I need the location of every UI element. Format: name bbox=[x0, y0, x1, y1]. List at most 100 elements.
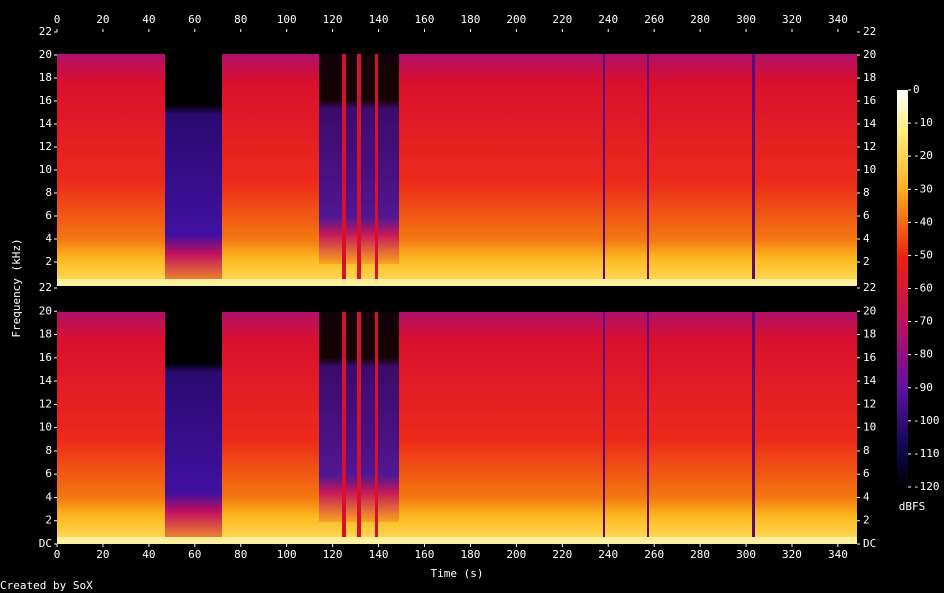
y-tick-label: 22 bbox=[39, 25, 52, 38]
y-tick-label: 18 bbox=[39, 71, 52, 84]
x-tick-label: 160 bbox=[415, 548, 435, 561]
colorbar-tick-label: -40 bbox=[913, 215, 933, 228]
y-tick-label: 16 bbox=[39, 94, 52, 107]
x-tick-label: 40 bbox=[142, 548, 155, 561]
colorbar-tick-label: -20 bbox=[913, 149, 933, 162]
y-tick-label: 12 bbox=[39, 397, 52, 410]
x-tick-label: 300 bbox=[736, 13, 756, 26]
y-tick-label: 16 bbox=[39, 351, 52, 364]
x-tick-label: 180 bbox=[460, 548, 480, 561]
colorbar-tick-label: -120 bbox=[913, 480, 940, 493]
x-tick-label: 260 bbox=[644, 548, 664, 561]
colorbar-tick-label: -90 bbox=[913, 381, 933, 394]
x-tick-label: 180 bbox=[460, 13, 480, 26]
colorbar-tick-label: -80 bbox=[913, 348, 933, 361]
y-tick-label: 18 bbox=[863, 71, 876, 84]
y-tick-label: 12 bbox=[39, 140, 52, 153]
y-tick-label: 20 bbox=[39, 304, 52, 317]
y-tick-label: 10 bbox=[39, 421, 52, 434]
x-tick-label: 300 bbox=[736, 548, 756, 561]
x-tick-label: 120 bbox=[323, 548, 343, 561]
y-tick-label: 6 bbox=[863, 209, 870, 222]
colorbar-tick-label: -60 bbox=[913, 282, 933, 295]
x-tick-label: 100 bbox=[277, 548, 297, 561]
y-tick-label: 2 bbox=[863, 255, 870, 268]
x-tick-label: 100 bbox=[277, 13, 297, 26]
x-tick-label: 160 bbox=[415, 13, 435, 26]
colorbar-tick-label: -70 bbox=[913, 315, 933, 328]
y-tick-label: 10 bbox=[863, 421, 876, 434]
y-tick-label: 22 bbox=[39, 281, 52, 294]
colorbar-tick-label: -100 bbox=[913, 414, 940, 427]
y-tick-label: 18 bbox=[863, 328, 876, 341]
y-tick-label: 10 bbox=[39, 163, 52, 176]
x-tick-label: 60 bbox=[188, 548, 201, 561]
x-tick-label: 340 bbox=[828, 548, 848, 561]
y-tick-label: 22 bbox=[863, 25, 876, 38]
y-tick-label: 6 bbox=[45, 209, 52, 222]
colorbar-tick-label: -110 bbox=[913, 447, 940, 460]
x-axis-label: Time (s) bbox=[431, 567, 484, 580]
y-tick-label: 8 bbox=[45, 186, 52, 199]
y-tick-label: 4 bbox=[45, 490, 52, 503]
y-tick-label: 2 bbox=[45, 514, 52, 527]
y-tick-label: 2 bbox=[45, 255, 52, 268]
x-tick-label: 80 bbox=[234, 13, 247, 26]
colorbar-tick-label: -10 bbox=[913, 116, 933, 129]
y-tick-label: 10 bbox=[863, 163, 876, 176]
colorbar-tick-label: -50 bbox=[913, 248, 933, 261]
x-tick-label: 200 bbox=[506, 13, 526, 26]
y-tick-label: 14 bbox=[863, 374, 877, 387]
x-tick-label: 40 bbox=[142, 13, 155, 26]
colorbar-tick-label: 0 bbox=[913, 83, 920, 96]
y-tick-label: 22 bbox=[863, 281, 876, 294]
spectrogram-bottom bbox=[57, 312, 857, 544]
x-tick-label: 0 bbox=[54, 548, 61, 561]
y-tick-label: 8 bbox=[45, 444, 52, 457]
colorbar-tick-label: -30 bbox=[913, 182, 933, 195]
y-tick-label: DC bbox=[863, 537, 876, 550]
x-tick-label: 320 bbox=[782, 13, 802, 26]
y-tick-label: 4 bbox=[45, 232, 52, 245]
x-tick-label: 240 bbox=[598, 13, 618, 26]
x-tick-label: 60 bbox=[188, 13, 201, 26]
colorbar bbox=[897, 90, 908, 487]
y-tick-label: 8 bbox=[863, 186, 870, 199]
x-tick-label: 280 bbox=[690, 548, 710, 561]
x-tick-label: 260 bbox=[644, 13, 664, 26]
y-tick-label: 12 bbox=[863, 140, 876, 153]
x-tick-label: 120 bbox=[323, 13, 343, 26]
y-tick-label: 8 bbox=[863, 444, 870, 457]
x-tick-label: 140 bbox=[369, 13, 389, 26]
x-tick-label: 140 bbox=[369, 548, 389, 561]
y-tick-label: 20 bbox=[863, 304, 876, 317]
y-tick-label: DC bbox=[39, 537, 52, 550]
x-tick-label: 0 bbox=[54, 13, 61, 26]
y-tick-label: 14 bbox=[863, 117, 877, 130]
colorbar-label: dBFS bbox=[899, 500, 926, 513]
x-tick-label: 220 bbox=[552, 548, 572, 561]
y-tick-label: 20 bbox=[863, 48, 876, 61]
y-tick-label: 20 bbox=[39, 48, 52, 61]
y-tick-label: 6 bbox=[45, 467, 52, 480]
y-tick-label: 16 bbox=[863, 94, 876, 107]
credit: Created by SoX bbox=[0, 579, 93, 592]
y-tick-label: 16 bbox=[863, 351, 876, 364]
y-tick-label: 12 bbox=[863, 397, 876, 410]
y-tick-label: 6 bbox=[863, 467, 870, 480]
y-tick-label: 4 bbox=[863, 232, 870, 245]
spectrogram-top bbox=[57, 54, 857, 286]
y-tick-label: 14 bbox=[39, 117, 53, 130]
y-axis-label: Frequency (kHz) bbox=[10, 238, 23, 337]
y-tick-label: 14 bbox=[39, 374, 53, 387]
x-tick-label: 200 bbox=[506, 548, 526, 561]
x-tick-label: 320 bbox=[782, 548, 802, 561]
y-tick-label: 2 bbox=[863, 514, 870, 527]
x-tick-label: 220 bbox=[552, 13, 572, 26]
x-tick-label: 20 bbox=[96, 13, 109, 26]
x-tick-label: 340 bbox=[828, 13, 848, 26]
x-tick-label: 80 bbox=[234, 548, 247, 561]
y-tick-label: 4 bbox=[863, 490, 870, 503]
x-tick-label: 280 bbox=[690, 13, 710, 26]
